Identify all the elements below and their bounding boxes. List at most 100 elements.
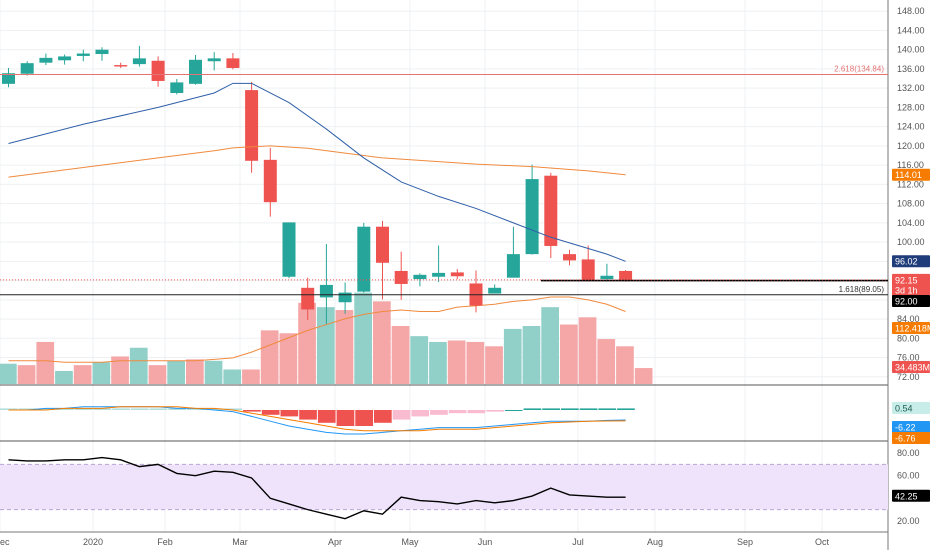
time-tick-label: Apr <box>328 537 342 547</box>
candle-body <box>413 274 427 280</box>
volume-bar <box>354 292 372 384</box>
volume-bar <box>578 317 597 384</box>
candle-body <box>170 82 184 93</box>
rsi-band <box>0 456 888 520</box>
price-layer <box>2 45 633 324</box>
candle-body <box>581 259 595 281</box>
time-tick-label: Jun <box>478 537 493 547</box>
price-tick-label: 80.00 <box>897 333 920 343</box>
price-tick-label: 128.00 <box>897 102 925 112</box>
candle-body <box>506 254 520 278</box>
macd-layer <box>0 406 635 435</box>
ma-fast-line <box>8 82 626 262</box>
macd-line <box>8 406 626 435</box>
candle-body <box>563 254 576 261</box>
macd-histogram-bar <box>74 408 93 410</box>
volume-bar <box>167 360 185 384</box>
candle-body <box>488 287 502 294</box>
rsi-line <box>8 456 626 520</box>
macd-histogram-bar <box>579 408 598 410</box>
price-tick-label: 76.00 <box>897 353 920 363</box>
grid-layer <box>0 0 889 550</box>
time-tick-label: Oct <box>815 537 830 547</box>
price-badge-bg <box>892 361 930 373</box>
price-badge: 92.15 <box>895 275 918 285</box>
candle-body <box>189 59 202 84</box>
volume-bar <box>485 346 503 384</box>
candle-body <box>357 226 371 292</box>
volume-bar <box>111 356 129 384</box>
macd-histogram-bar <box>168 408 186 410</box>
macd-histogram-bar <box>467 410 486 414</box>
macd-histogram-bar <box>486 410 504 412</box>
candle-body <box>245 90 259 161</box>
volume-bar <box>391 326 410 384</box>
time-tick-label: Mar <box>232 537 248 547</box>
macd-histogram-bar <box>280 410 299 417</box>
price-tick-label: 136.00 <box>897 64 925 74</box>
macd-histogram-bar <box>374 410 392 423</box>
macd-histogram-badge: 0.54 <box>895 404 913 414</box>
volume-bar <box>204 360 223 384</box>
signal-line <box>8 406 626 432</box>
candle-body <box>338 292 352 303</box>
time-tick-label: Jul <box>572 537 584 547</box>
macd-histogram-bar <box>0 408 18 410</box>
ma-slow-line <box>8 145 626 178</box>
rsi-badge: 42.25 <box>895 491 918 501</box>
candle-body <box>450 272 464 277</box>
candle-body <box>394 270 408 284</box>
price-badge-bg <box>892 322 930 334</box>
volume-bar <box>73 365 92 384</box>
price-tick-label: 72.00 <box>897 372 920 382</box>
macd-histogram-bar <box>430 410 448 415</box>
volume-bar <box>298 302 316 384</box>
candle-body <box>619 270 633 280</box>
macd-histogram-bar <box>504 410 523 411</box>
candle-body <box>76 53 90 56</box>
candle-body <box>226 58 240 68</box>
price-tick-label: 124.00 <box>897 122 925 132</box>
fib-upper-label: 2.618(134.84) <box>834 65 884 74</box>
volume-bar <box>223 369 242 384</box>
time-tick-label: Feb <box>157 537 173 547</box>
volume-bar <box>242 369 260 384</box>
volume-bar <box>17 365 36 384</box>
candle-body <box>376 226 389 263</box>
volume-bar <box>186 359 204 384</box>
indicator-lines: 2.618(134.84) 1.618(89.05) <box>0 65 888 296</box>
price-badge: 112.418M <box>895 324 932 334</box>
macd-histogram-bar <box>617 408 635 410</box>
volume-layer <box>0 292 653 384</box>
rsi-tick-label: 20.00 <box>897 516 920 526</box>
macd-histogram-bar <box>598 408 617 410</box>
volume-bar <box>597 339 616 384</box>
candle-body <box>525 179 539 255</box>
price-tick-label: 108.00 <box>897 199 925 209</box>
volume-bar <box>129 347 148 384</box>
macd-histogram-bar <box>205 408 224 410</box>
macd-histogram-bar <box>243 410 261 412</box>
volume-bar <box>55 370 73 384</box>
price-tick-label: 84.00 <box>897 314 920 324</box>
macd-histogram-bar <box>299 410 317 420</box>
price-tick-label: 140.00 <box>897 45 925 55</box>
macd-histogram-bar <box>187 408 205 410</box>
volume-bar <box>36 341 55 384</box>
price-badge: 92.00 <box>895 297 918 307</box>
macd-histogram-bar <box>112 408 130 410</box>
price-badge-bg <box>892 168 930 181</box>
volume-bar <box>260 330 279 384</box>
price-tick-label: 104.00 <box>897 218 925 228</box>
macd-histogram-bar <box>523 408 542 410</box>
macd-histogram-bar <box>448 410 467 414</box>
volume-bar <box>373 301 391 384</box>
price-tick-label: 132.00 <box>897 83 925 93</box>
price-tick-label: 112.00 <box>897 179 924 189</box>
volume-bar <box>466 341 485 384</box>
macd-histogram-bar <box>411 410 430 417</box>
time-tick-label: ec <box>0 537 10 547</box>
candle-body <box>263 159 277 203</box>
